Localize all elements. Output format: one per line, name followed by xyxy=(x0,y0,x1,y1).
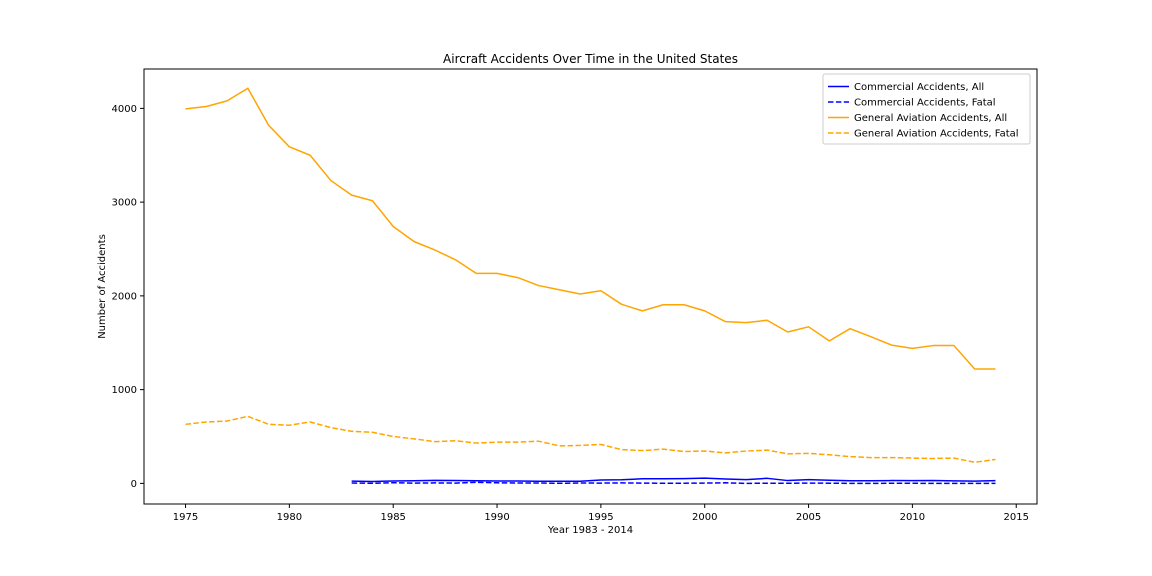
series-line-4 xyxy=(185,415,996,464)
series-line-3 xyxy=(185,87,996,370)
legend-label: General Aviation Accidents, Fatal xyxy=(854,129,1019,140)
legend-box xyxy=(822,73,1031,145)
series-line-1 xyxy=(351,477,996,483)
y-tick-label: 4000 xyxy=(112,104,137,115)
series-layer xyxy=(185,87,996,485)
chart-title: Aircraft Accidents Over Time in the Unit… xyxy=(443,52,738,66)
legend-label: Commercial Accidents, All xyxy=(854,82,984,93)
y-tick-label: 2000 xyxy=(112,291,137,302)
y-axis-label: Number of Accidents xyxy=(97,234,108,339)
y-axis: 0 1000 2000 3000 4000 xyxy=(112,104,144,490)
plot-frame xyxy=(143,68,1038,505)
legend-label: General Aviation Accidents, All xyxy=(854,113,1007,124)
x-tick-label: 2000 xyxy=(692,512,717,523)
legend: Commercial Accidents, All Commercial Acci… xyxy=(822,73,1031,145)
x-tick-label: 1990 xyxy=(484,512,509,523)
x-tick-label: 1980 xyxy=(277,512,302,523)
x-axis: 1975 1980 1985 1990 1995 2000 2005 2010 2015 xyxy=(173,504,1029,523)
y-tick-label: 1000 xyxy=(112,385,137,396)
x-tick-label: 2005 xyxy=(796,512,821,523)
x-axis-label: Year 1983 - 2014 xyxy=(547,525,633,536)
series-line-2 xyxy=(351,481,996,485)
x-tick-label: 2010 xyxy=(900,512,925,523)
x-tick-label: 2015 xyxy=(1004,512,1029,523)
x-tick-label: 1985 xyxy=(380,512,405,523)
x-tick-label: 1975 xyxy=(173,512,198,523)
y-tick-label: 3000 xyxy=(112,198,137,209)
x-tick-label: 1995 xyxy=(588,512,613,523)
y-tick-label: 0 xyxy=(131,479,137,490)
legend-label: Commercial Accidents, Fatal xyxy=(854,98,996,109)
